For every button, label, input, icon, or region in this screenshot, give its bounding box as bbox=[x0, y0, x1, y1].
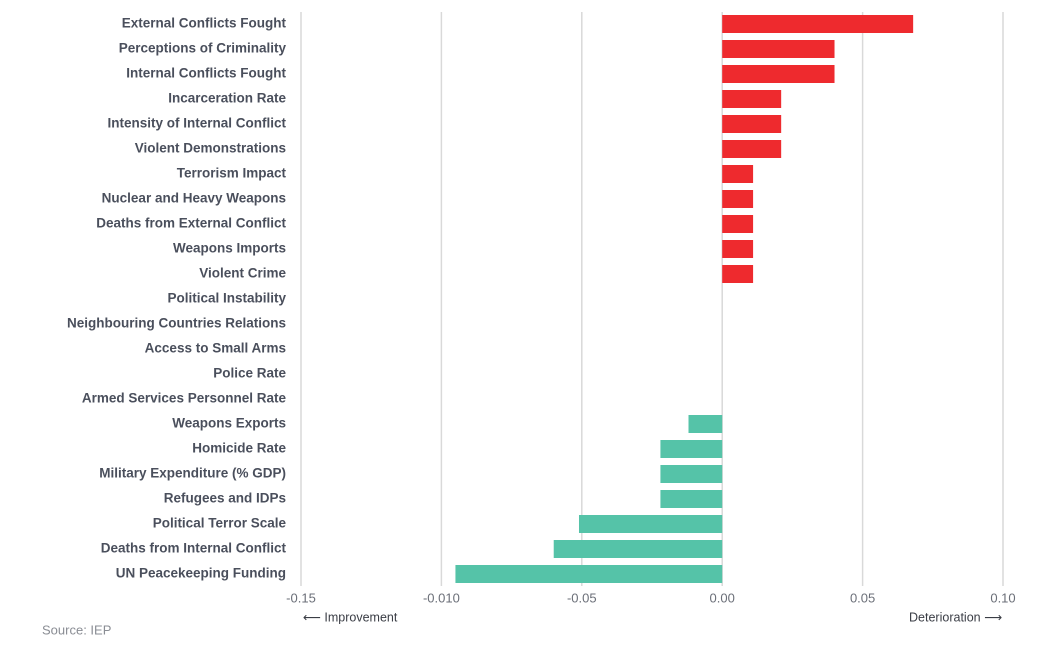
category-label: Internal Conflicts Fought bbox=[126, 66, 286, 81]
category-label: Intensity of Internal Conflict bbox=[107, 116, 286, 131]
category-label: Homicide Rate bbox=[192, 441, 286, 456]
category-label: Violent Crime bbox=[199, 266, 286, 281]
bar bbox=[722, 165, 754, 183]
category-label: External Conflicts Fought bbox=[122, 16, 287, 31]
bar bbox=[722, 265, 754, 283]
bar bbox=[722, 190, 754, 208]
category-label: Perceptions of Criminality bbox=[119, 41, 287, 56]
bar bbox=[660, 440, 723, 458]
bar bbox=[660, 490, 723, 508]
bar bbox=[722, 140, 782, 158]
category-label: Deaths from Internal Conflict bbox=[101, 541, 287, 556]
category-label: Terrorism Impact bbox=[177, 166, 287, 181]
bar bbox=[578, 515, 723, 533]
x-tick-label: -0.15 bbox=[286, 590, 316, 605]
category-label: Refugees and IDPs bbox=[164, 491, 286, 506]
bar bbox=[553, 540, 723, 558]
category-label: Weapons Imports bbox=[173, 241, 286, 256]
category-label: Nuclear and Heavy Weapons bbox=[102, 191, 286, 206]
improvement-label: ⟵ Improvement bbox=[303, 610, 398, 624]
category-label: Armed Services Personnel Rate bbox=[82, 391, 287, 406]
category-label: Police Rate bbox=[213, 366, 286, 381]
category-label: Violent Demonstrations bbox=[135, 141, 286, 156]
category-label: Access to Small Arms bbox=[145, 341, 286, 356]
category-label: Incarceration Rate bbox=[168, 91, 286, 106]
category-label: Deaths from External Conflict bbox=[96, 216, 286, 231]
x-tick-label: -0.010 bbox=[423, 590, 460, 605]
category-label: UN Peacekeeping Funding bbox=[116, 566, 286, 581]
bar bbox=[455, 565, 723, 583]
category-label: Political Instability bbox=[167, 291, 286, 306]
bar bbox=[722, 40, 835, 58]
x-tick-label: 0.00 bbox=[710, 590, 735, 605]
x-tick-label: 0.10 bbox=[990, 590, 1015, 605]
x-tick-label: -0.05 bbox=[567, 590, 597, 605]
bar bbox=[722, 15, 914, 33]
x-tick-label: 0.05 bbox=[850, 590, 875, 605]
bar bbox=[722, 115, 782, 133]
bar bbox=[688, 415, 723, 433]
category-label: Neighbouring Countries Relations bbox=[67, 316, 286, 331]
category-label: Weapons Exports bbox=[172, 416, 286, 431]
bar bbox=[660, 465, 723, 483]
bar bbox=[722, 65, 835, 83]
category-label: Political Terror Scale bbox=[153, 516, 287, 531]
bar bbox=[722, 240, 754, 258]
deterioration-label: Deterioration ⟶ bbox=[909, 610, 1002, 624]
bar bbox=[722, 215, 754, 233]
bar bbox=[722, 90, 782, 108]
category-label: Military Expenditure (% GDP) bbox=[99, 466, 286, 481]
source: Source: IEP bbox=[42, 622, 111, 637]
